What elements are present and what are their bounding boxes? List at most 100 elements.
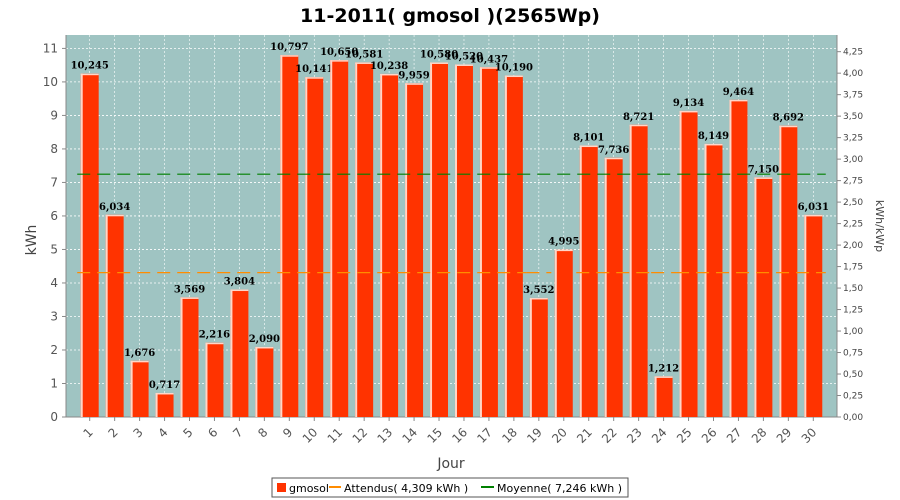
bar-top-highlight	[629, 124, 648, 127]
bar-highlight	[330, 60, 333, 417]
bar-data-label: 4,995	[548, 237, 579, 248]
y-right-tick-label: 0,00	[843, 413, 863, 423]
y-right-tick-label: 1,50	[843, 284, 863, 294]
bar-data-label: 10,141	[295, 64, 333, 75]
legend-label-gmosol: gmosol	[289, 482, 329, 495]
bar-top-highlight	[604, 157, 623, 160]
bar-highlight	[130, 360, 133, 417]
bar-highlight	[504, 75, 507, 417]
x-tick-label: 19	[524, 425, 545, 446]
y-right-tick-label: 2,25	[843, 220, 863, 230]
y-right-tick-label: 1,25	[843, 306, 863, 316]
bar	[529, 297, 548, 417]
x-tick-label: 12	[350, 425, 371, 446]
y-axis-label-right: kWh/kWp	[873, 200, 886, 252]
bar-highlight	[380, 73, 383, 417]
bar-highlight	[355, 62, 358, 417]
x-tick-label: 13	[375, 425, 396, 446]
x-axis-label: Jour	[436, 456, 465, 472]
bar-data-label: 8,149	[698, 131, 729, 142]
bar-highlight	[779, 125, 782, 417]
bar-data-label: 10,580	[420, 49, 458, 60]
bar	[280, 55, 299, 418]
bar-data-label: 10,190	[495, 63, 533, 74]
bar	[704, 143, 723, 417]
x-tick-label: 27	[724, 425, 745, 446]
x-tick-label: 1	[81, 425, 96, 440]
x-tick-label: 22	[599, 425, 620, 446]
bar-top-highlight	[230, 289, 249, 292]
bar-highlight	[654, 376, 657, 417]
y-right-tick-label: 0,75	[843, 349, 863, 359]
y-right-tick-label: 2,00	[843, 241, 863, 251]
bar	[479, 67, 498, 417]
x-tick-label: 6	[205, 425, 220, 440]
x-tick-label: 4	[155, 425, 170, 440]
x-tick-label: 10	[300, 425, 321, 446]
y-axis-label-left: kWh	[24, 225, 40, 256]
bar-top-highlight	[405, 83, 424, 85]
bar-highlight	[205, 342, 208, 417]
y-tick-label: 6	[50, 209, 58, 223]
x-tick-label: 2	[105, 425, 120, 440]
y-tick-label: 9	[50, 108, 58, 122]
x-tick-label: 26	[699, 425, 720, 446]
bar-data-label: 3,804	[224, 277, 255, 288]
chart-title: 11-2011( gmosol )(2565Wp)	[300, 5, 600, 27]
bar-top-highlight	[529, 297, 548, 300]
bar	[454, 64, 473, 417]
bar	[355, 62, 374, 417]
bar-highlight	[679, 110, 682, 417]
bar-data-label: 10,520	[445, 51, 483, 62]
bar-highlight	[804, 214, 807, 417]
bar	[579, 145, 598, 417]
x-tick-label: 20	[549, 425, 570, 446]
bar-data-label: 1,676	[124, 348, 155, 359]
bar-data-label: 3,569	[174, 284, 205, 295]
plot-area: 012345678910110,000,250,500,751,001,251,…	[43, 35, 863, 446]
bar-data-label: 9,464	[723, 87, 754, 98]
bar-highlight	[305, 77, 308, 417]
bar	[779, 125, 798, 417]
bar	[80, 73, 99, 417]
bar	[430, 62, 449, 417]
bar-highlight	[479, 67, 482, 417]
bar-data-label: 6,031	[798, 202, 829, 213]
bar	[405, 83, 424, 418]
legend: gmosol Attendus( 4,309 kWh ) Moyenne( 7,…	[271, 477, 629, 498]
bar-highlight	[405, 83, 408, 418]
y-tick-label: 3	[50, 309, 58, 323]
y-tick-label: 7	[50, 175, 58, 189]
y-right-tick-label: 2,50	[843, 198, 863, 208]
bar-top-highlight	[779, 125, 798, 128]
bar-top-highlight	[280, 55, 299, 57]
bar-top-highlight	[729, 99, 748, 102]
legend-label-attendus: Attendus( 4,309 kWh )	[344, 482, 468, 495]
bar-top-highlight	[430, 62, 449, 64]
y-right-tick-label: 0,25	[843, 392, 863, 402]
bar-data-label: 6,034	[99, 202, 130, 213]
bar-top-highlight	[804, 214, 823, 217]
bar-highlight	[255, 346, 258, 417]
bar-top-highlight	[180, 297, 199, 299]
bar-data-label: 10,797	[270, 42, 308, 53]
bar-data-label: 9,959	[398, 70, 429, 81]
bar	[155, 392, 174, 417]
bar	[554, 249, 573, 417]
y-tick-label: 1	[50, 376, 58, 390]
bar-data-label: 8,101	[573, 133, 604, 144]
bar-data-label: 3,552	[523, 285, 554, 296]
x-tick-label: 11	[325, 425, 346, 446]
bar-highlight	[754, 177, 757, 417]
x-tick-label: 29	[774, 425, 795, 446]
x-tick-label: 3	[130, 425, 145, 440]
x-tick-label: 25	[674, 425, 695, 446]
bar-data-label: 1,212	[648, 363, 679, 374]
bar	[754, 177, 773, 417]
bar-data-label: 10,650	[320, 47, 358, 58]
bar-data-label: 8,692	[773, 113, 804, 124]
bar-top-highlight	[754, 177, 773, 179]
bar-top-highlight	[479, 67, 498, 69]
x-tick-label: 21	[574, 425, 595, 446]
y-right-tick-label: 1,75	[843, 263, 863, 273]
